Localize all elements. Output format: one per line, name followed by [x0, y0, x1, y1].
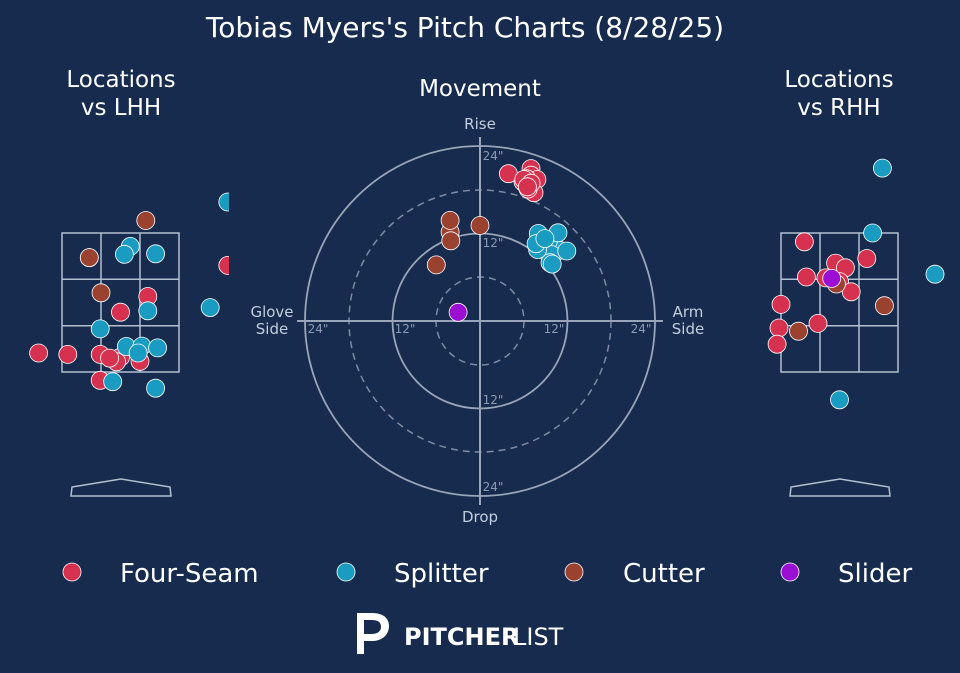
lhh-point-splitter — [200, 298, 220, 318]
lhh-point-splitter — [128, 343, 148, 363]
rhh-point-four-seam — [857, 249, 877, 268]
rhh-point-splitter — [925, 264, 945, 284]
chart-title: Tobias Myers's Pitch Charts (8/28/25) — [205, 11, 724, 44]
pitcherlist-logo: PITCHER LIST — [357, 613, 564, 654]
rhh-point-cutter — [789, 321, 808, 341]
ring-label-left-12: 12" — [395, 322, 416, 336]
axis-label-glove-side: Side — [256, 320, 288, 338]
legend-label-four-seam: Four-Seam — [120, 559, 259, 589]
legend-label-splitter: Splitter — [394, 559, 489, 589]
rhh-point-splitter — [830, 390, 849, 410]
lhh-point-splitter — [103, 372, 123, 392]
lhh-point-splitter — [90, 319, 110, 339]
ring-label-top-12: 12" — [483, 236, 504, 250]
lhh-point-splitter — [138, 301, 158, 321]
lhh-point-cutter — [136, 211, 156, 230]
lhh-points — [29, 192, 229, 398]
legend-label-slider: Slider — [838, 559, 912, 589]
lhh-point-splitter — [148, 338, 168, 358]
axis-label-arm-side: Side — [672, 320, 704, 338]
legend-marker-slider — [780, 562, 800, 582]
movement-point-splitter — [542, 254, 562, 274]
ring-label-bottom-24: 24" — [483, 480, 504, 494]
movement-point-cutter — [426, 255, 446, 275]
lhh-point-four-seam — [29, 343, 48, 363]
axis-label-drop: Drop — [462, 508, 498, 526]
rhh-point-four-seam — [795, 232, 814, 252]
ring-label-bottom-12: 12" — [483, 393, 504, 407]
movement-point-cutter — [441, 231, 461, 251]
movement-point-splitter — [557, 241, 577, 261]
rhh-point-four-seam — [767, 334, 787, 354]
movement-point-cutter — [470, 216, 490, 235]
lhh-point-four-seam — [218, 256, 229, 275]
axis-label-rise: Rise — [464, 115, 496, 133]
lhh-point-cutter — [91, 283, 111, 303]
rhh-point-four-seam — [841, 282, 861, 302]
lhh-point-four-seam — [58, 344, 78, 364]
lhh-title-line2: vs LHH — [81, 95, 161, 121]
rhh-point-four-seam — [769, 318, 789, 338]
rhh-point-splitter — [863, 223, 882, 243]
rhh-point-four-seam — [771, 294, 791, 314]
lhh-point-four-seam — [100, 348, 119, 368]
lhh-title-line1: Locations — [66, 67, 175, 93]
legend-marker-splitter — [336, 562, 356, 582]
ring-label-right-24: 24" — [631, 322, 652, 336]
ring-label-left-24: 24" — [308, 322, 329, 336]
rhh-title-line1: Locations — [784, 67, 893, 93]
axis-label-arm: Arm — [673, 303, 704, 321]
legend-marker-four-seam — [62, 562, 82, 582]
rhh-point-cutter — [875, 296, 894, 316]
movement-point-cutter — [440, 210, 460, 230]
lhh-point-splitter — [115, 244, 134, 264]
rhh-point-splitter — [873, 158, 892, 178]
lhh-point-splitter — [146, 378, 166, 398]
movement-point-splitter — [535, 229, 555, 249]
movement-points — [426, 159, 577, 322]
brand-strong: PITCHER — [404, 623, 519, 651]
legend-marker-cutter — [564, 562, 584, 582]
brand-light: LIST — [513, 623, 564, 651]
lhh-point-splitter — [146, 244, 166, 264]
movement-point-four-seam — [518, 177, 537, 197]
lhh-point-cutter — [79, 248, 99, 268]
rhh-point-four-seam — [797, 267, 816, 287]
rhh-point-four-seam — [808, 313, 828, 333]
legend: Four-Seam Splitter Cutter Slider — [62, 559, 912, 589]
legend-label-cutter: Cutter — [623, 559, 705, 589]
rhh-points — [767, 158, 945, 410]
rhh-title-line2: vs RHH — [797, 95, 880, 121]
lhh-point-splitter — [218, 192, 229, 212]
brand-p-icon — [357, 613, 389, 654]
rhh-point-slider — [822, 268, 842, 288]
movement-point-slider — [448, 302, 468, 322]
movement-title: Movement — [419, 76, 541, 102]
ring-label-top-24: 24" — [483, 149, 504, 163]
ring-label-right-12: 12" — [544, 322, 565, 336]
axis-label-glove: Glove — [250, 303, 293, 321]
lhh-point-four-seam — [111, 302, 130, 322]
movement-grid — [297, 137, 663, 505]
